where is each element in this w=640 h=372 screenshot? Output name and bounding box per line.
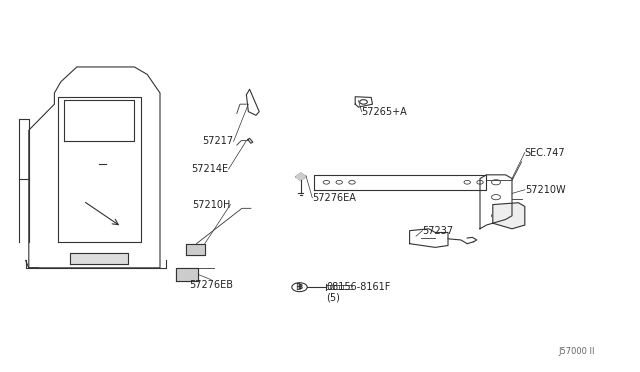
Text: 57210W: 57210W	[525, 185, 565, 195]
Text: 57217: 57217	[202, 137, 234, 146]
Text: J57000 II: J57000 II	[559, 347, 595, 356]
Polygon shape	[176, 268, 198, 281]
Polygon shape	[186, 244, 205, 255]
Text: SEC.747: SEC.747	[525, 148, 565, 157]
Text: 57265+A: 57265+A	[362, 107, 407, 116]
Text: 57210H: 57210H	[192, 200, 230, 209]
Text: B: B	[297, 284, 302, 290]
Polygon shape	[493, 203, 525, 229]
Text: (5): (5)	[326, 293, 340, 302]
Polygon shape	[296, 173, 306, 180]
Text: 57214E: 57214E	[191, 164, 228, 174]
Text: 57276EA: 57276EA	[312, 193, 356, 203]
Text: 08156-8161F: 08156-8161F	[326, 282, 391, 292]
Text: B: B	[294, 283, 301, 292]
Polygon shape	[70, 253, 128, 264]
Text: 57276EB: 57276EB	[189, 280, 233, 289]
Text: 57237: 57237	[422, 226, 454, 235]
